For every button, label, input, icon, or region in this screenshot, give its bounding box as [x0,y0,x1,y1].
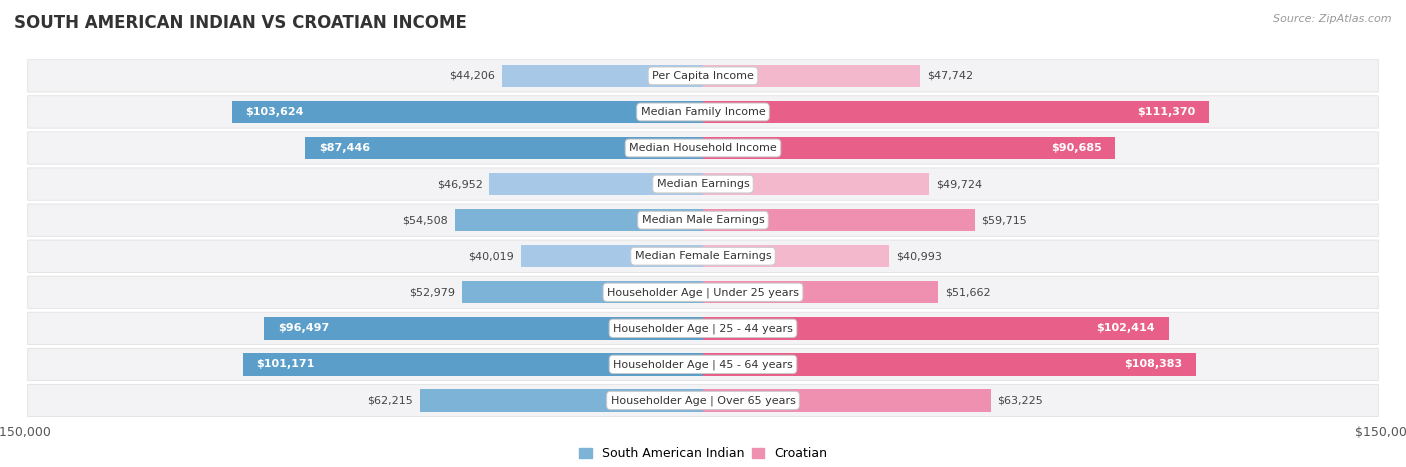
Bar [264,317,703,340]
Bar [489,173,703,195]
Text: $40,019: $40,019 [468,251,515,261]
Bar [703,101,1209,123]
Text: $51,662: $51,662 [945,287,990,297]
Text: $111,370: $111,370 [1137,107,1197,117]
Text: $54,508: $54,508 [402,215,449,225]
Text: Median Earnings: Median Earnings [657,179,749,189]
Bar [456,209,703,231]
Text: Median Female Earnings: Median Female Earnings [634,251,772,261]
Text: $40,993: $40,993 [896,251,942,261]
FancyBboxPatch shape [28,276,1378,308]
FancyBboxPatch shape [28,348,1378,381]
Text: $90,685: $90,685 [1052,143,1102,153]
Text: Householder Age | Under 25 years: Householder Age | Under 25 years [607,287,799,297]
Text: $46,952: $46,952 [437,179,482,189]
Text: Householder Age | 45 - 64 years: Householder Age | 45 - 64 years [613,359,793,370]
Text: $49,724: $49,724 [936,179,981,189]
Bar [703,317,1168,340]
Bar [703,281,938,304]
Text: $102,414: $102,414 [1097,323,1156,333]
Text: Householder Age | 25 - 44 years: Householder Age | 25 - 44 years [613,323,793,333]
FancyBboxPatch shape [28,384,1378,417]
FancyBboxPatch shape [28,132,1378,164]
Text: $103,624: $103,624 [246,107,304,117]
Text: Householder Age | Over 65 years: Householder Age | Over 65 years [610,395,796,406]
Text: $63,225: $63,225 [997,396,1043,405]
Text: Median Family Income: Median Family Income [641,107,765,117]
Text: Source: ZipAtlas.com: Source: ZipAtlas.com [1274,14,1392,24]
Bar [232,101,703,123]
Bar [522,245,703,268]
FancyBboxPatch shape [28,96,1378,128]
Text: $47,742: $47,742 [927,71,973,81]
FancyBboxPatch shape [28,60,1378,92]
Bar [305,137,703,159]
Text: $101,171: $101,171 [256,360,315,369]
FancyBboxPatch shape [28,204,1378,236]
Text: SOUTH AMERICAN INDIAN VS CROATIAN INCOME: SOUTH AMERICAN INDIAN VS CROATIAN INCOME [14,14,467,32]
Text: $52,979: $52,979 [409,287,456,297]
Bar [703,173,929,195]
Bar [502,65,703,87]
Bar [703,353,1197,375]
Bar [703,137,1115,159]
Text: $59,715: $59,715 [981,215,1028,225]
FancyBboxPatch shape [28,240,1378,272]
Text: $108,383: $108,383 [1125,360,1182,369]
Text: Median Household Income: Median Household Income [628,143,778,153]
Text: $87,446: $87,446 [319,143,370,153]
FancyBboxPatch shape [28,168,1378,200]
Bar [463,281,703,304]
Bar [243,353,703,375]
Text: $44,206: $44,206 [450,71,495,81]
Bar [703,389,990,411]
Bar [703,209,974,231]
Text: Median Male Earnings: Median Male Earnings [641,215,765,225]
Text: Per Capita Income: Per Capita Income [652,71,754,81]
Bar [703,65,920,87]
Bar [420,389,703,411]
FancyBboxPatch shape [28,312,1378,345]
Text: $62,215: $62,215 [367,396,413,405]
Legend: South American Indian, Croatian: South American Indian, Croatian [574,442,832,465]
Bar [703,245,890,268]
Text: $96,497: $96,497 [278,323,329,333]
